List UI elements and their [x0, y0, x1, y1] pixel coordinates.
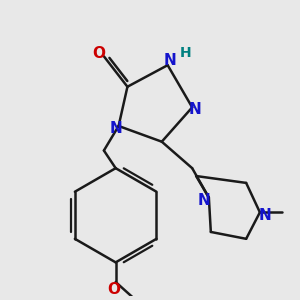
Text: N: N — [109, 122, 122, 136]
Text: N: N — [163, 53, 176, 68]
Text: N: N — [198, 193, 210, 208]
Text: O: O — [92, 46, 106, 61]
Text: N: N — [189, 102, 202, 117]
Text: N: N — [258, 208, 271, 223]
Text: H: H — [179, 46, 191, 60]
Text: O: O — [107, 282, 120, 297]
